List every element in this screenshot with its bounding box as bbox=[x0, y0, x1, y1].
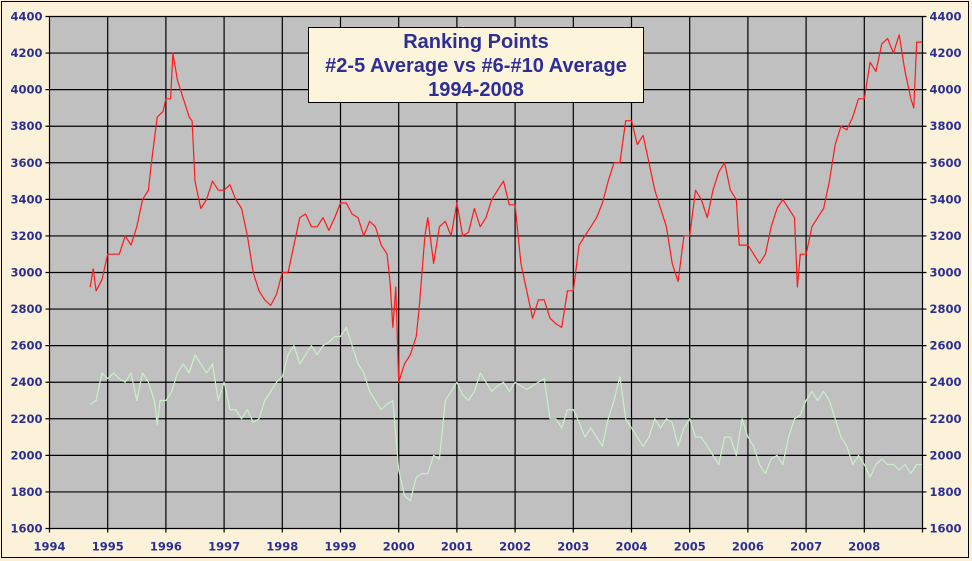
y-tick-label-left: 4000 bbox=[10, 83, 42, 97]
x-tick-label: 1994 bbox=[33, 540, 65, 554]
series-line-6-10-average bbox=[89, 326, 923, 502]
y-tick-label-left: 3600 bbox=[10, 156, 42, 170]
series-lines bbox=[89, 34, 923, 502]
x-tick-label: 1998 bbox=[266, 540, 298, 554]
x-tick-label: 2006 bbox=[732, 540, 764, 554]
x-tick-label: 2005 bbox=[674, 540, 706, 554]
y-tick-label-right: 2600 bbox=[930, 339, 962, 353]
series-line-2-5-average bbox=[89, 34, 923, 383]
chart-title-box: Ranking Points #2-5 Average vs #6-#10 Av… bbox=[308, 27, 644, 103]
x-tick-label: 1996 bbox=[150, 540, 182, 554]
y-tick-label-left: 4200 bbox=[10, 46, 42, 60]
y-tick-label-left: 3400 bbox=[10, 192, 42, 206]
y-tick-label-left: 2000 bbox=[10, 448, 42, 462]
x-tick-label: 2004 bbox=[615, 540, 647, 554]
y-tick-label-right: 3200 bbox=[930, 229, 962, 243]
y-tick-label-right: 3800 bbox=[930, 119, 962, 133]
tick-labels: 1994 1995 1996 1997 1998 1999 2000 2001 2002 2003… bbox=[10, 10, 961, 554]
y-tick-label-left: 2200 bbox=[10, 412, 42, 426]
y-tick-label-right: 2200 bbox=[930, 412, 962, 426]
x-tick-label: 2008 bbox=[848, 540, 880, 554]
x-tick-label: 1997 bbox=[208, 540, 240, 554]
x-tick-label: 1999 bbox=[324, 540, 356, 554]
y-tick-label-left: 3800 bbox=[10, 119, 42, 133]
x-tick-label: 1995 bbox=[92, 540, 124, 554]
y-tick-label-left: 2800 bbox=[10, 302, 42, 316]
y-tick-label-left: 2400 bbox=[10, 375, 42, 389]
y-tick-label-right: 4400 bbox=[930, 10, 962, 24]
chart-title-line-1: Ranking Points bbox=[403, 31, 549, 53]
y-tick-label-right: 1600 bbox=[930, 522, 962, 536]
y-tick-label-right: 4200 bbox=[930, 46, 962, 60]
y-tick-label-right: 4000 bbox=[930, 83, 962, 97]
y-tick-label-right: 1800 bbox=[930, 485, 962, 499]
y-tick-label-right: 2000 bbox=[930, 448, 962, 462]
y-tick-label-right: 3000 bbox=[930, 266, 962, 280]
y-tick-label-left: 1600 bbox=[10, 522, 42, 536]
y-tick-label-left: 3000 bbox=[10, 266, 42, 280]
x-tick-label: 2000 bbox=[383, 540, 415, 554]
y-tick-label-right: 3600 bbox=[930, 156, 962, 170]
y-tick-label-left: 4400 bbox=[10, 10, 42, 24]
plot-border bbox=[49, 16, 923, 529]
y-tick-label-left: 1800 bbox=[10, 485, 42, 499]
y-tick-label-right: 2400 bbox=[930, 375, 962, 389]
y-tick-label-left: 2600 bbox=[10, 339, 42, 353]
y-tick-label-left: 3200 bbox=[10, 229, 42, 243]
chart-title-line-3: 1994-2008 bbox=[428, 79, 524, 101]
x-tick-label: 2002 bbox=[499, 540, 531, 554]
x-tick-label: 2003 bbox=[557, 540, 589, 554]
y-tick-label-right: 2800 bbox=[930, 302, 962, 316]
x-tick-label: 2007 bbox=[790, 540, 822, 554]
y-tick-label-right: 3400 bbox=[930, 192, 962, 206]
chart-title-line-2: #2-5 Average vs #6-#10 Average bbox=[325, 55, 627, 77]
x-tick-label: 2001 bbox=[441, 540, 473, 554]
